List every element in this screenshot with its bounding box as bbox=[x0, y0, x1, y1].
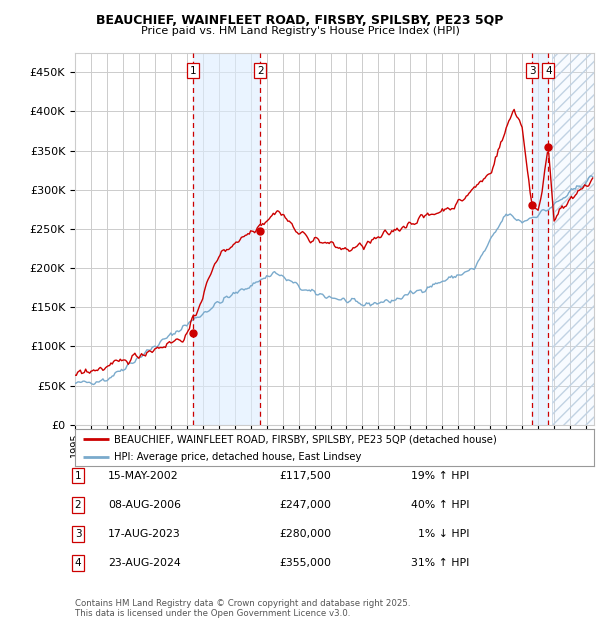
Bar bbox=[532, 53, 548, 425]
Text: BEAUCHIEF, WAINFLEET ROAD, FIRSBY, SPILSBY, PE23 5QP (detached house): BEAUCHIEF, WAINFLEET ROAD, FIRSBY, SPILS… bbox=[114, 434, 497, 444]
Text: 08-AUG-2006: 08-AUG-2006 bbox=[108, 500, 181, 510]
Text: £247,000: £247,000 bbox=[279, 500, 331, 510]
Text: 2: 2 bbox=[74, 500, 82, 510]
Text: £280,000: £280,000 bbox=[279, 529, 331, 539]
Text: 15-MAY-2002: 15-MAY-2002 bbox=[108, 471, 179, 480]
Text: 1: 1 bbox=[190, 66, 196, 76]
Text: BEAUCHIEF, WAINFLEET ROAD, FIRSBY, SPILSBY, PE23 5QP: BEAUCHIEF, WAINFLEET ROAD, FIRSBY, SPILS… bbox=[97, 14, 503, 27]
Text: 4: 4 bbox=[545, 66, 551, 76]
Text: Price paid vs. HM Land Registry's House Price Index (HPI): Price paid vs. HM Land Registry's House … bbox=[140, 26, 460, 36]
Text: 1% ↓ HPI: 1% ↓ HPI bbox=[411, 529, 470, 539]
Text: 3: 3 bbox=[529, 66, 536, 76]
Bar bbox=[553, 53, 594, 425]
Text: 17-AUG-2023: 17-AUG-2023 bbox=[108, 529, 181, 539]
Bar bbox=[553, 53, 594, 425]
Text: 4: 4 bbox=[74, 558, 82, 568]
Text: 40% ↑ HPI: 40% ↑ HPI bbox=[411, 500, 470, 510]
Text: £117,500: £117,500 bbox=[279, 471, 331, 480]
Bar bbox=[553, 53, 594, 425]
Text: 23-AUG-2024: 23-AUG-2024 bbox=[108, 558, 181, 568]
Text: 3: 3 bbox=[74, 529, 82, 539]
Text: 1: 1 bbox=[74, 471, 82, 480]
Text: £355,000: £355,000 bbox=[279, 558, 331, 568]
Text: HPI: Average price, detached house, East Lindsey: HPI: Average price, detached house, East… bbox=[114, 452, 361, 462]
Text: 2: 2 bbox=[257, 66, 263, 76]
Bar bbox=[193, 53, 260, 425]
Text: 19% ↑ HPI: 19% ↑ HPI bbox=[411, 471, 469, 480]
Text: 31% ↑ HPI: 31% ↑ HPI bbox=[411, 558, 469, 568]
Text: Contains HM Land Registry data © Crown copyright and database right 2025.
This d: Contains HM Land Registry data © Crown c… bbox=[75, 599, 410, 618]
